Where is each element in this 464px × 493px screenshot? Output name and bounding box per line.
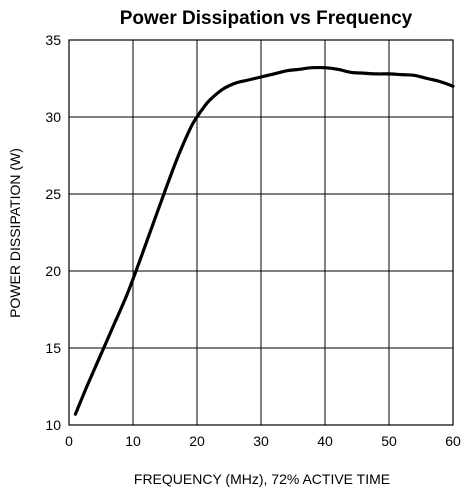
x-tick-label: 0 bbox=[65, 433, 73, 449]
x-tick-label: 40 bbox=[317, 433, 333, 449]
x-axis-label: FREQUENCY (MHz), 72% ACTIVE TIME bbox=[134, 471, 390, 487]
power-dissipation-line bbox=[73, 65, 455, 416]
y-tick-label: 25 bbox=[45, 186, 61, 202]
x-axis-ticks: 0 10 20 30 40 50 60 bbox=[65, 433, 461, 449]
x-tick-label: 10 bbox=[125, 433, 141, 449]
plot-frame bbox=[68, 39, 454, 426]
y-axis-label: POWER DISSIPATION (W) bbox=[7, 148, 23, 318]
x-tick-label: 30 bbox=[253, 433, 269, 449]
y-tick-label: 30 bbox=[45, 109, 61, 125]
x-tick-label: 50 bbox=[381, 433, 397, 449]
x-tick-label: 60 bbox=[445, 433, 461, 449]
y-tick-label: 35 bbox=[45, 32, 61, 48]
x-tick-label: 20 bbox=[189, 433, 205, 449]
y-tick-label: 20 bbox=[45, 263, 61, 279]
y-tick-label: 15 bbox=[45, 340, 61, 356]
y-axis-ticks: 10 15 20 25 30 35 bbox=[45, 32, 61, 433]
grid-lines bbox=[69, 40, 453, 425]
y-tick-label: 10 bbox=[45, 417, 61, 433]
chart-title: Power Dissipation vs Frequency bbox=[120, 8, 413, 29]
